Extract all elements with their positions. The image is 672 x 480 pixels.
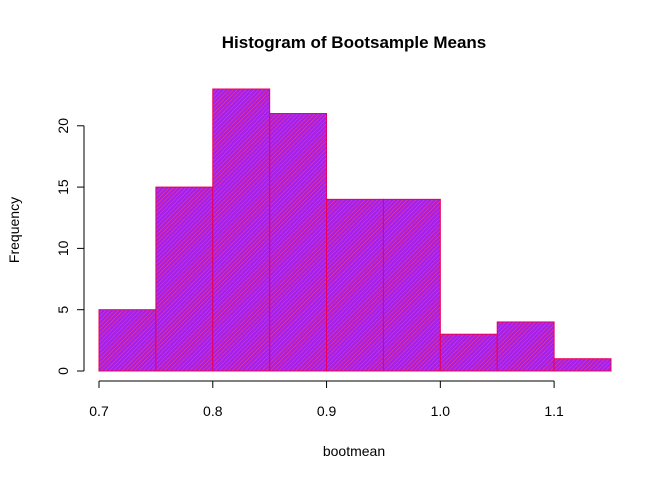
bars-group <box>98 88 612 372</box>
histogram-bar-7 <box>496 321 555 372</box>
x-axis-label: bootmean <box>323 443 385 459</box>
histogram-bar-1 <box>155 186 214 372</box>
y-tick-label-1: 5 <box>55 306 71 314</box>
histogram-bar-2 <box>212 88 271 372</box>
x-tick-label-4: 1.1 <box>544 403 564 419</box>
x-tick-label-1: 0.8 <box>203 403 223 419</box>
y-tick-label-4: 20 <box>55 118 71 134</box>
histogram-bar-6 <box>439 333 498 372</box>
x-tick-label-3: 1.0 <box>431 403 451 419</box>
histogram-bar-0 <box>98 309 157 372</box>
histogram-bar-5 <box>382 198 441 372</box>
chart-title: Histogram of Bootsample Means <box>222 33 487 52</box>
x-tick-label-0: 0.7 <box>89 403 109 419</box>
histogram-bar-4 <box>326 198 384 372</box>
y-tick-label-0: 0 <box>55 367 71 375</box>
y-tick-label-3: 15 <box>55 179 71 195</box>
y-tick-label-2: 10 <box>55 240 71 256</box>
y-axis-label: Frequency <box>6 197 22 263</box>
x-axis: 0.7 0.8 0.9 1.0 1.1 <box>89 380 564 419</box>
x-tick-label-2: 0.9 <box>317 403 337 419</box>
y-axis: 0 5 10 15 20 <box>55 118 85 375</box>
histogram-bar-3 <box>269 113 328 372</box>
histogram-bar-8 <box>553 358 612 372</box>
